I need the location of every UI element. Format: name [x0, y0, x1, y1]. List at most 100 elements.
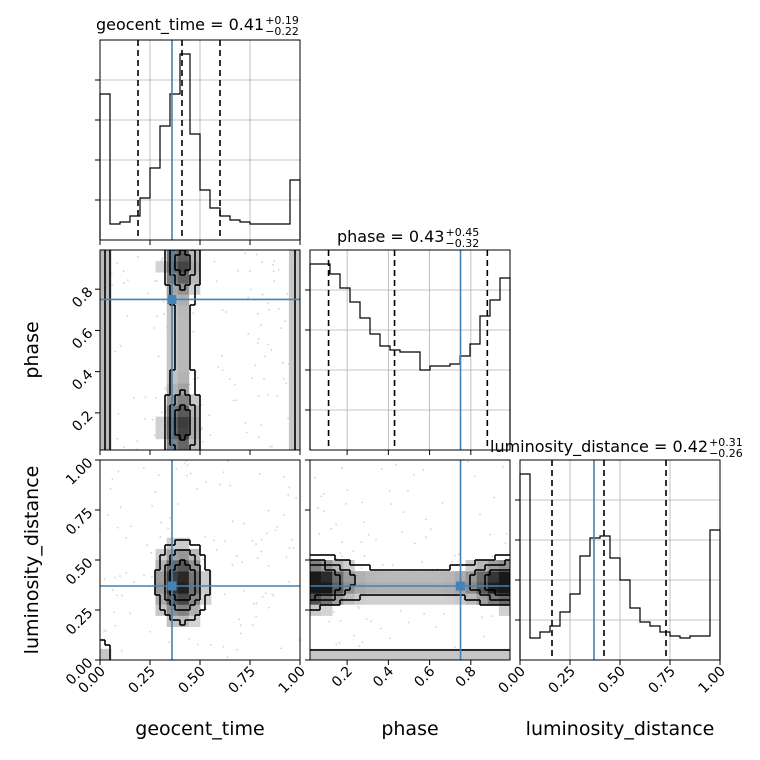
scatter-point	[133, 581, 135, 584]
scatter-point	[285, 382, 288, 385]
scatter-point	[493, 496, 496, 499]
scatter-point	[245, 431, 248, 434]
scatter-point	[116, 262, 119, 265]
scatter-point	[267, 394, 270, 396]
panel-luminosity_distance-vs-luminosity_distance: 0.00 0.25 0.50 0.75 1.00	[495, 459, 729, 697]
density-cell	[332, 571, 344, 583]
scatter-point	[473, 475, 476, 478]
scatter-point	[113, 611, 116, 614]
scatter-point	[287, 494, 290, 497]
scatter-point	[109, 487, 112, 490]
scatter-point	[146, 544, 149, 546]
scatter-point	[196, 377, 199, 379]
density-cell	[465, 582, 477, 594]
scatter-point	[358, 607, 361, 609]
scatter-point	[157, 474, 160, 477]
scatter-point	[130, 525, 133, 528]
scatter-point	[277, 307, 280, 310]
scatter-point	[363, 555, 366, 557]
scatter-point	[234, 383, 237, 386]
density-cell	[421, 582, 433, 594]
scatter-point	[202, 558, 204, 561]
scatter-point	[265, 532, 268, 535]
scatter-point	[271, 445, 273, 448]
scatter-point	[265, 592, 267, 595]
scatter-point	[291, 538, 294, 541]
scatter-point	[223, 593, 226, 596]
scatter-point	[314, 476, 316, 479]
scatter-point	[201, 440, 204, 443]
density-cell	[421, 648, 433, 660]
scatter-point	[186, 464, 189, 467]
scatter-point	[323, 493, 326, 495]
scatter-point	[375, 538, 377, 541]
scatter-point	[177, 503, 180, 505]
scatter-point	[192, 378, 195, 381]
density-cell	[398, 648, 411, 660]
density-cell	[310, 582, 322, 594]
panel-frame	[309, 249, 511, 451]
scatter-point	[345, 502, 347, 505]
panel-content	[310, 460, 510, 660]
scatter-point	[254, 364, 257, 367]
title-phase: phase = 0.43 +0.45 −0.32	[337, 226, 480, 250]
scatter-point	[282, 475, 285, 478]
density-cell	[387, 648, 400, 660]
scatter-point	[185, 474, 188, 477]
scatter-point	[280, 647, 282, 650]
scatter-point	[358, 645, 361, 648]
scatter-point	[272, 263, 275, 266]
scatter-point	[226, 656, 229, 659]
scatter-point	[192, 330, 195, 333]
density-cell	[155, 261, 167, 273]
scatter-point	[260, 538, 263, 541]
scatter-point	[209, 643, 212, 646]
scatter-point	[287, 417, 290, 420]
scatter-point	[255, 253, 258, 256]
density-cell	[188, 560, 201, 572]
density-cell	[177, 316, 190, 329]
scatter-point	[332, 611, 335, 613]
scatter-point	[117, 412, 120, 415]
scatter-point	[235, 399, 238, 402]
x-tick-label: 0.50	[595, 664, 628, 697]
scatter-point	[244, 252, 247, 255]
density-cell	[343, 648, 355, 660]
scatter-point	[111, 284, 114, 287]
scatter-point	[122, 270, 125, 273]
density-cell	[155, 560, 167, 572]
scatter-point	[242, 590, 245, 592]
scatter-point	[125, 536, 128, 539]
density-cell	[155, 571, 167, 583]
density-cell	[332, 593, 344, 605]
scatter-point	[251, 540, 254, 542]
scatter-point	[114, 350, 117, 353]
density-cell	[321, 604, 333, 616]
y-tick-label: 0.6	[69, 325, 96, 352]
panel-phase-vs-phase	[305, 249, 511, 455]
density-cell	[465, 571, 477, 583]
scatter-point	[154, 491, 157, 494]
scatter-point	[323, 510, 325, 513]
scatter-point	[256, 557, 259, 559]
density-cell	[321, 582, 333, 594]
x-tick-label: 0.6	[411, 663, 438, 690]
density-cell	[321, 571, 333, 583]
density-cell	[200, 571, 212, 583]
x-tick-label: 0.00	[495, 664, 528, 697]
scatter-point	[213, 539, 216, 542]
scatter-point	[239, 624, 242, 627]
density-cell	[177, 582, 190, 594]
density-cell	[177, 394, 190, 406]
scatter-point	[276, 525, 279, 528]
scatter-point	[454, 554, 456, 557]
scatter-point	[401, 530, 404, 533]
scatter-point	[490, 615, 493, 618]
density-cell	[188, 615, 201, 627]
truth-marker	[167, 294, 177, 304]
density-cell	[188, 272, 201, 284]
y-tick-label: 0.75	[63, 505, 96, 538]
density-cell	[365, 582, 377, 594]
scatter-point	[153, 434, 156, 437]
scatter-point	[330, 527, 333, 530]
